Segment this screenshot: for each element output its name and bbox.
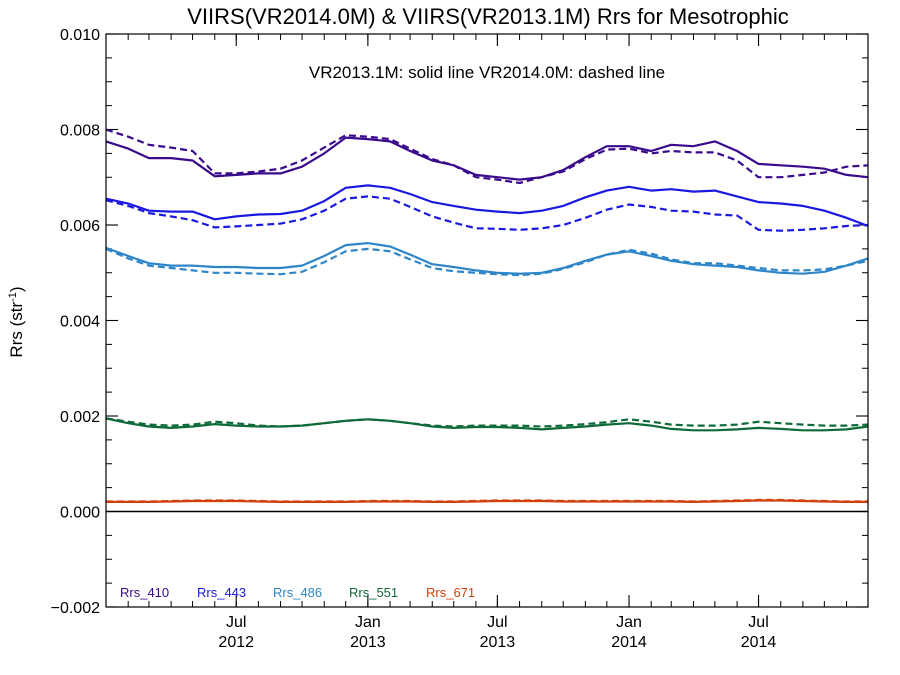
x-tick-year: 2013 <box>350 634 386 651</box>
x-tick-month: Jan <box>616 614 642 631</box>
y-tick-label: 0.008 <box>60 123 100 140</box>
y-tick-label: 0.006 <box>60 218 100 235</box>
y-tick-label: 0.010 <box>60 27 100 44</box>
chart-title: VIIRS(VR2014.0M) & VIIRS(VR2013.1M) Rrs … <box>187 4 789 29</box>
series-line-rrs-486-dashed <box>105 247 869 277</box>
legend: Rrs_410 Rrs_443 Rrs_486 Rrs_551 Rrs_671 <box>120 585 475 600</box>
series-line-rrs-410-solid <box>105 136 869 181</box>
series-line-rrs-410-dashed <box>105 128 869 185</box>
y-tick-label: 0.002 <box>60 409 100 426</box>
series-line-rrs-671-dashed <box>106 498 868 503</box>
x-tick-year: 2012 <box>218 634 254 651</box>
series-lines <box>105 128 869 503</box>
x-tick-year: 2014 <box>741 634 777 651</box>
y-axis-label-main: Rrs (str <box>7 302 26 358</box>
axis-ticks: 0.010 0.008 0.006 0.004 0.002 0.000 −0.002 Jul 2… <box>51 27 869 651</box>
y-tick-label: 0.004 <box>60 314 100 331</box>
line-style-annotation: VR2013.1M: solid line VR2014.0M: dashed … <box>309 63 665 82</box>
plot-frame <box>105 33 869 608</box>
x-tick-month: Jan <box>355 614 381 631</box>
legend-item: Rrs_671 <box>426 585 475 600</box>
legend-item: Rrs_410 <box>120 585 169 600</box>
y-axis-label-exponent: -1 <box>7 292 19 302</box>
y-tick-label: 0.000 <box>60 505 100 522</box>
y-tick-label: −0.002 <box>51 600 100 617</box>
legend-item: Rrs_551 <box>349 585 398 600</box>
series-line-rrs-443-dashed <box>105 195 869 232</box>
x-tick-month: Jul <box>748 614 768 631</box>
series-line-rrs-443-solid <box>105 184 869 228</box>
series-line-rrs-551-dashed <box>105 417 869 428</box>
x-tick-year: 2014 <box>611 634 647 651</box>
series-line-rrs-486-solid <box>105 242 869 275</box>
legend-item: Rrs_443 <box>197 585 246 600</box>
x-tick-month: Jul <box>487 614 507 631</box>
series-line-rrs-551-solid <box>105 417 869 432</box>
x-tick-month: Jul <box>226 614 246 631</box>
y-axis-label: Rrs (str-1) <box>7 286 26 357</box>
y-axis-label-close: ) <box>7 286 26 292</box>
legend-item: Rrs_486 <box>273 585 322 600</box>
x-tick-year: 2013 <box>480 634 516 651</box>
